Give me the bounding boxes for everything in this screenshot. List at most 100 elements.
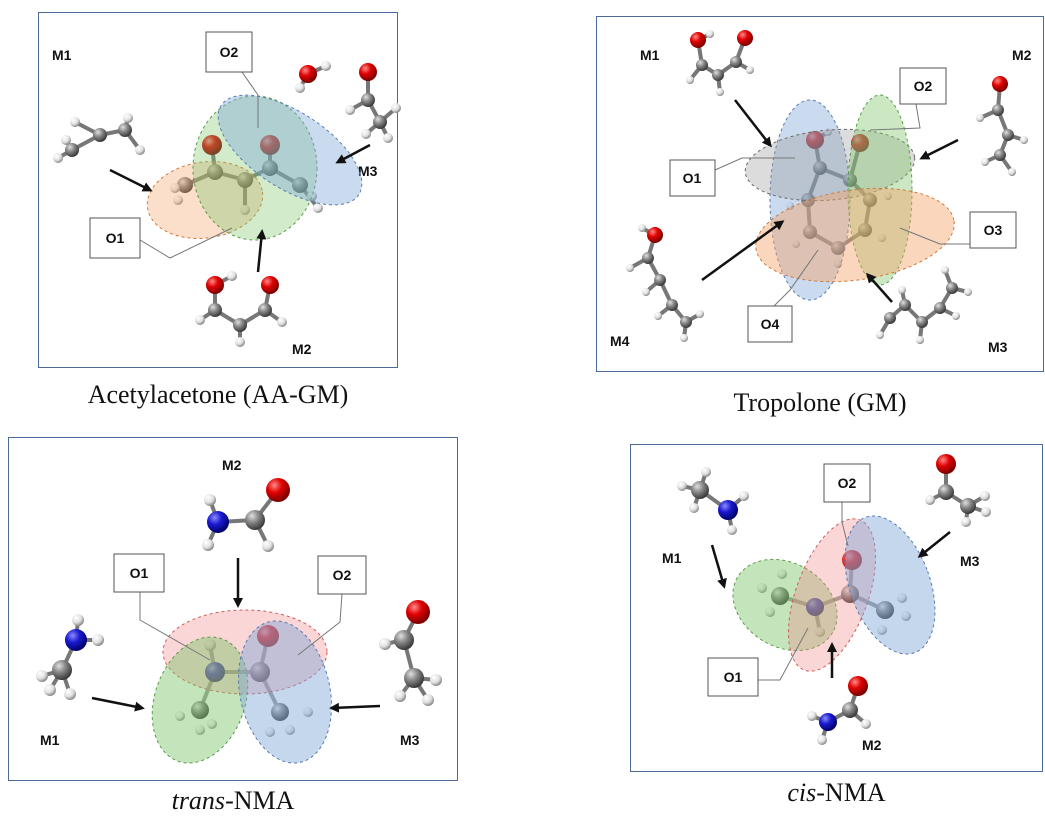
trop-o2-label: O2 [914,78,933,94]
cis-central-molecule [757,550,911,637]
cis-label-m3: M3 [960,553,980,569]
trop-overlap-orange [755,187,955,283]
aa-arrow-m1 [109,168,153,192]
trans-arrow-m1 [91,696,145,712]
aa-label-m3: M3 [358,163,378,179]
trans-o2-leader [297,593,343,656]
trop-m3-molecule [876,266,972,344]
trans-overlap-green [151,636,249,764]
trans-m3-molecule [379,600,442,706]
trans-o1-box [113,553,165,593]
aa-o2-box [205,31,253,73]
aa-diagram: M1 M2 M3 [52,31,401,357]
trans-central-molecule [175,625,313,737]
caption-acetylacetone-text: Acetylacetone (AA-GM) [87,380,349,409]
cis-m3-molecule [925,454,991,527]
trop-o1-label: O1 [683,170,702,186]
caption-trans-rest: -NMA [225,786,295,815]
trop-overlap-gray [744,128,916,202]
aa-o1-label: O1 [106,230,125,246]
trans-o2-label: O2 [333,567,352,583]
aa-central-molecule [170,135,323,215]
trop-o2-box [899,67,947,105]
cis-overlap-green [732,558,838,652]
cis-overlap-blue [844,515,936,655]
trans-m2-molecule [202,478,290,552]
cis-nma-diagram: M1 M2 M3 [662,454,991,753]
cis-o1-leader [758,627,809,681]
panel-trans-nma [8,437,458,781]
trans-arrow-m3 [329,702,381,713]
trop-o4-leader [769,249,819,311]
trop-label-m2: M2 [1012,47,1032,63]
trop-arrow-m2 [919,138,959,160]
aa-m3-molecule [345,63,401,143]
tropolone-diagram: M1 M2 M3 M4 [610,30,1032,355]
trop-arrow-m1 [734,99,772,148]
cis-label-m1: M1 [662,550,682,566]
aa-overlap-orange [146,161,264,239]
aa-label-m2: M2 [292,341,312,357]
trans-label-m1: M1 [40,732,60,748]
cis-m2-molecule [807,676,871,745]
cis-m1-molecule [677,467,749,535]
trans-o1-leader [139,590,211,661]
trop-o1-leader [714,157,795,171]
aa-overlap-green [192,95,318,241]
trans-overlap-red [162,609,328,695]
trop-o4-box [747,305,793,343]
trop-arrow-m3 [866,272,893,303]
aa-arrow-m3 [335,143,371,164]
caption-cis-italic: cis [787,778,817,807]
aa-arrow-m2 [256,229,267,273]
trans-o2-box [317,555,367,595]
trans-nma-diagram: M2 M1 M3 [36,457,442,764]
caption-tropolone-text: Tropolone (GM) [733,388,907,417]
caption-acetylacetone: Acetylacetone (AA-GM) [38,380,398,410]
trop-o3-box [969,211,1017,249]
cis-o2-box [823,463,871,503]
trop-m2-molecule [976,76,1028,176]
caption-trans-italic: trans [171,786,226,815]
trop-central-molecule [786,128,892,268]
aa-o2-leader [241,71,259,128]
aa-m2-molecule [195,271,287,347]
aa-m2-water [295,61,331,93]
aa-o1-box [89,217,141,259]
trop-o3-leader [899,227,970,245]
caption-tropolone: Tropolone (GM) [596,388,1044,418]
aa-m1-molecule [53,113,145,163]
cis-o1-label: O1 [724,669,743,685]
trop-overlap-green [847,94,913,286]
trop-label-m1: M1 [640,47,660,63]
cis-o1-box [707,657,759,697]
aa-o1-leader [139,227,233,259]
aa-overlap-blue [217,94,363,206]
aa-label-m1: M1 [52,47,72,63]
trop-m1-molecule [686,30,754,96]
trop-m4-molecule [626,224,704,342]
trans-label-m3: M3 [400,732,420,748]
cis-o2-leader [841,502,849,547]
caption-cis-nma: cis-NMA [630,778,1043,808]
trop-o2-leader [869,97,921,131]
cis-arrow-m3 [917,531,951,558]
caption-cis-rest: -NMA [816,778,886,807]
trop-o1-box [669,159,716,197]
cis-overlap-red [787,518,877,672]
trop-label-m3: M3 [988,339,1008,355]
trans-overlap-blue [238,620,332,764]
cis-o2-label: O2 [838,475,857,491]
cis-label-m2: M2 [862,737,882,753]
caption-trans-nma: trans-NMA [8,786,458,816]
trans-label-m2: M2 [222,457,242,473]
trop-label-m4: M4 [610,333,630,349]
trans-m1-molecule [36,614,104,700]
trop-arrow-m4 [701,220,785,282]
trop-o4-label: O4 [761,316,780,332]
trop-o3-label: O3 [984,222,1003,238]
trans-o1-label: O1 [130,565,149,581]
aa-o2-label: O2 [220,44,239,60]
cis-arrow-m1 [710,544,727,589]
